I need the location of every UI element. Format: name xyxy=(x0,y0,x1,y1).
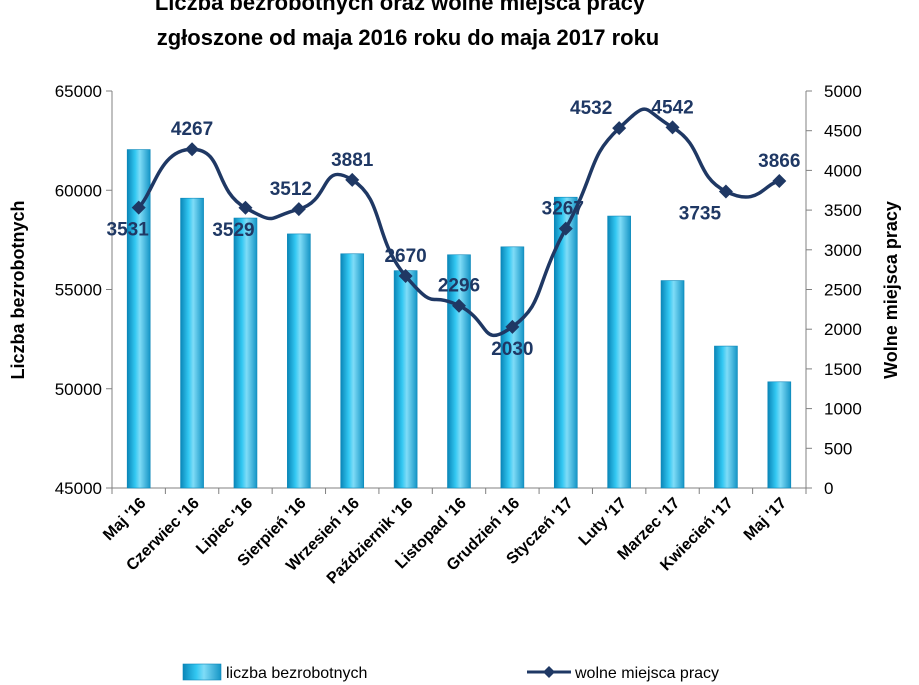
line-marker xyxy=(398,269,413,284)
legend: liczba bezrobotnych wolne miejsca pracy xyxy=(182,663,719,682)
bar xyxy=(607,215,631,489)
bar xyxy=(233,217,258,489)
x-tick-label: Maj '17 xyxy=(741,495,790,544)
legend-label-line: wolne miejsca pracy xyxy=(574,665,719,682)
y-right-tick-label: 3500 xyxy=(824,201,862,220)
line-marker xyxy=(131,200,146,215)
data-label: 3529 xyxy=(212,220,254,241)
line-marker xyxy=(185,142,200,157)
bar xyxy=(767,381,792,489)
bar xyxy=(660,280,685,489)
y-right-tick-label: 3000 xyxy=(824,241,862,260)
bar xyxy=(714,345,738,489)
line-marker xyxy=(665,120,680,135)
data-label: 3866 xyxy=(758,151,800,172)
bar xyxy=(500,246,525,489)
y-right-tick-label: 500 xyxy=(824,439,852,458)
chart-title-line-2: zgłoszone od maja 2016 roku do maja 2017… xyxy=(157,25,660,50)
data-label: 3267 xyxy=(542,199,584,220)
data-label: 3881 xyxy=(331,150,374,171)
line-marker xyxy=(612,121,627,136)
y-right-tick-label: 5000 xyxy=(824,82,862,101)
y-left-tick-label: 45000 xyxy=(55,479,102,498)
y-left-tick-label: 60000 xyxy=(55,181,102,200)
y-right-tick-label: 2000 xyxy=(824,320,862,339)
y-right-tick-label: 1000 xyxy=(824,400,862,419)
y-left-tick-label: 65000 xyxy=(55,82,102,101)
line-marker xyxy=(452,298,466,313)
y-right-tick-label: 1500 xyxy=(824,360,862,379)
line-marker xyxy=(558,221,573,236)
data-label: 3531 xyxy=(107,220,150,241)
bar xyxy=(340,253,365,489)
y-left-tick-label: 55000 xyxy=(55,281,102,300)
data-label: 2296 xyxy=(438,276,480,297)
line-marker xyxy=(718,184,733,199)
legend-item-line: wolne miejsca pracy xyxy=(527,665,719,682)
legend-item-bars: liczba bezrobotnych xyxy=(182,663,367,682)
bar xyxy=(287,233,311,489)
x-tick-label: Maj '16 xyxy=(100,495,149,544)
legend-swatch-bars xyxy=(182,663,222,681)
data-label: 3735 xyxy=(679,203,722,224)
data-label: 4267 xyxy=(171,119,213,140)
y-right-tick-label: 4000 xyxy=(824,161,862,180)
y-right-tick-label: 0 xyxy=(824,479,833,498)
legend-swatch-marker xyxy=(543,666,555,678)
bar xyxy=(393,270,418,489)
y-right-tick-label: 4500 xyxy=(824,122,862,141)
data-label: 2670 xyxy=(384,246,426,267)
y-left-tick-label: 50000 xyxy=(55,380,102,399)
legend-label-bars: liczba bezrobotnych xyxy=(226,665,367,682)
bar xyxy=(553,196,578,489)
data-label: 2030 xyxy=(491,339,533,360)
y-right-tick-label: 2500 xyxy=(824,281,862,300)
bar xyxy=(180,197,204,489)
bar xyxy=(126,149,151,489)
line-marker xyxy=(291,202,306,217)
line-marker xyxy=(345,172,360,187)
plot-area: 45000 50000 55000 60000 65000 0 500 1000 1500 200… xyxy=(55,82,862,587)
y-axis-title-left: Liczba bezrobotnych xyxy=(8,200,28,379)
data-label: 4542 xyxy=(651,97,693,118)
x-tick-label: Luty '17 xyxy=(576,495,630,549)
line-marker xyxy=(505,319,520,334)
chart-title-line-1: Liczba bezrobotnych oraz wolne miejsca p… xyxy=(155,0,646,15)
chart-title: Liczba bezrobotnych oraz wolne miejsca p… xyxy=(155,0,659,50)
data-label: 4532 xyxy=(570,98,612,119)
line-marker xyxy=(772,174,787,189)
bar xyxy=(447,254,471,489)
y-axis-title-right: Wolne miejsca pracy xyxy=(881,201,901,379)
line-marker xyxy=(238,200,253,215)
data-label: 3512 xyxy=(270,179,312,200)
